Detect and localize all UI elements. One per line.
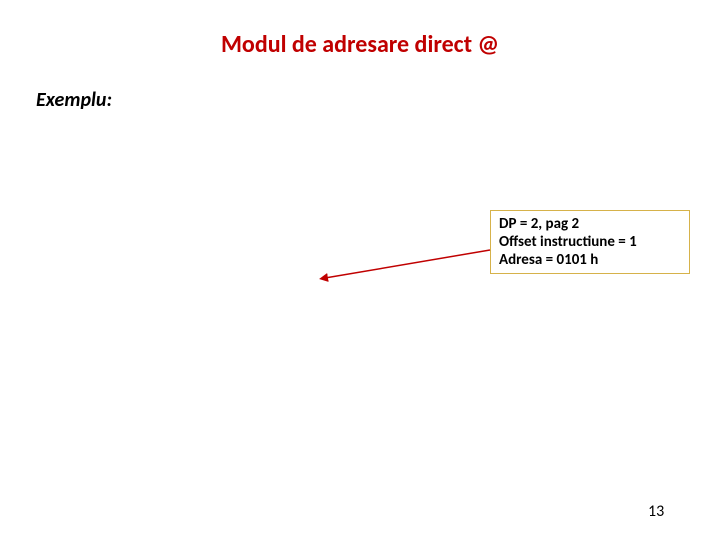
page-number: 13 (648, 502, 664, 521)
slide: Modul de adresare direct @ Exemplu: DP =… (0, 0, 720, 540)
callout-line: DP = 2, pag 2 (499, 215, 681, 233)
example-label: Exemplu: (36, 88, 112, 112)
callout-line: Adresa = 0101 h (499, 251, 681, 269)
callout-line: Offset instructiune = 1 (499, 233, 681, 251)
callout-box: DP = 2, pag 2 Offset instructiune = 1 Ad… (490, 210, 690, 274)
slide-title: Modul de adresare direct @ (0, 30, 720, 59)
